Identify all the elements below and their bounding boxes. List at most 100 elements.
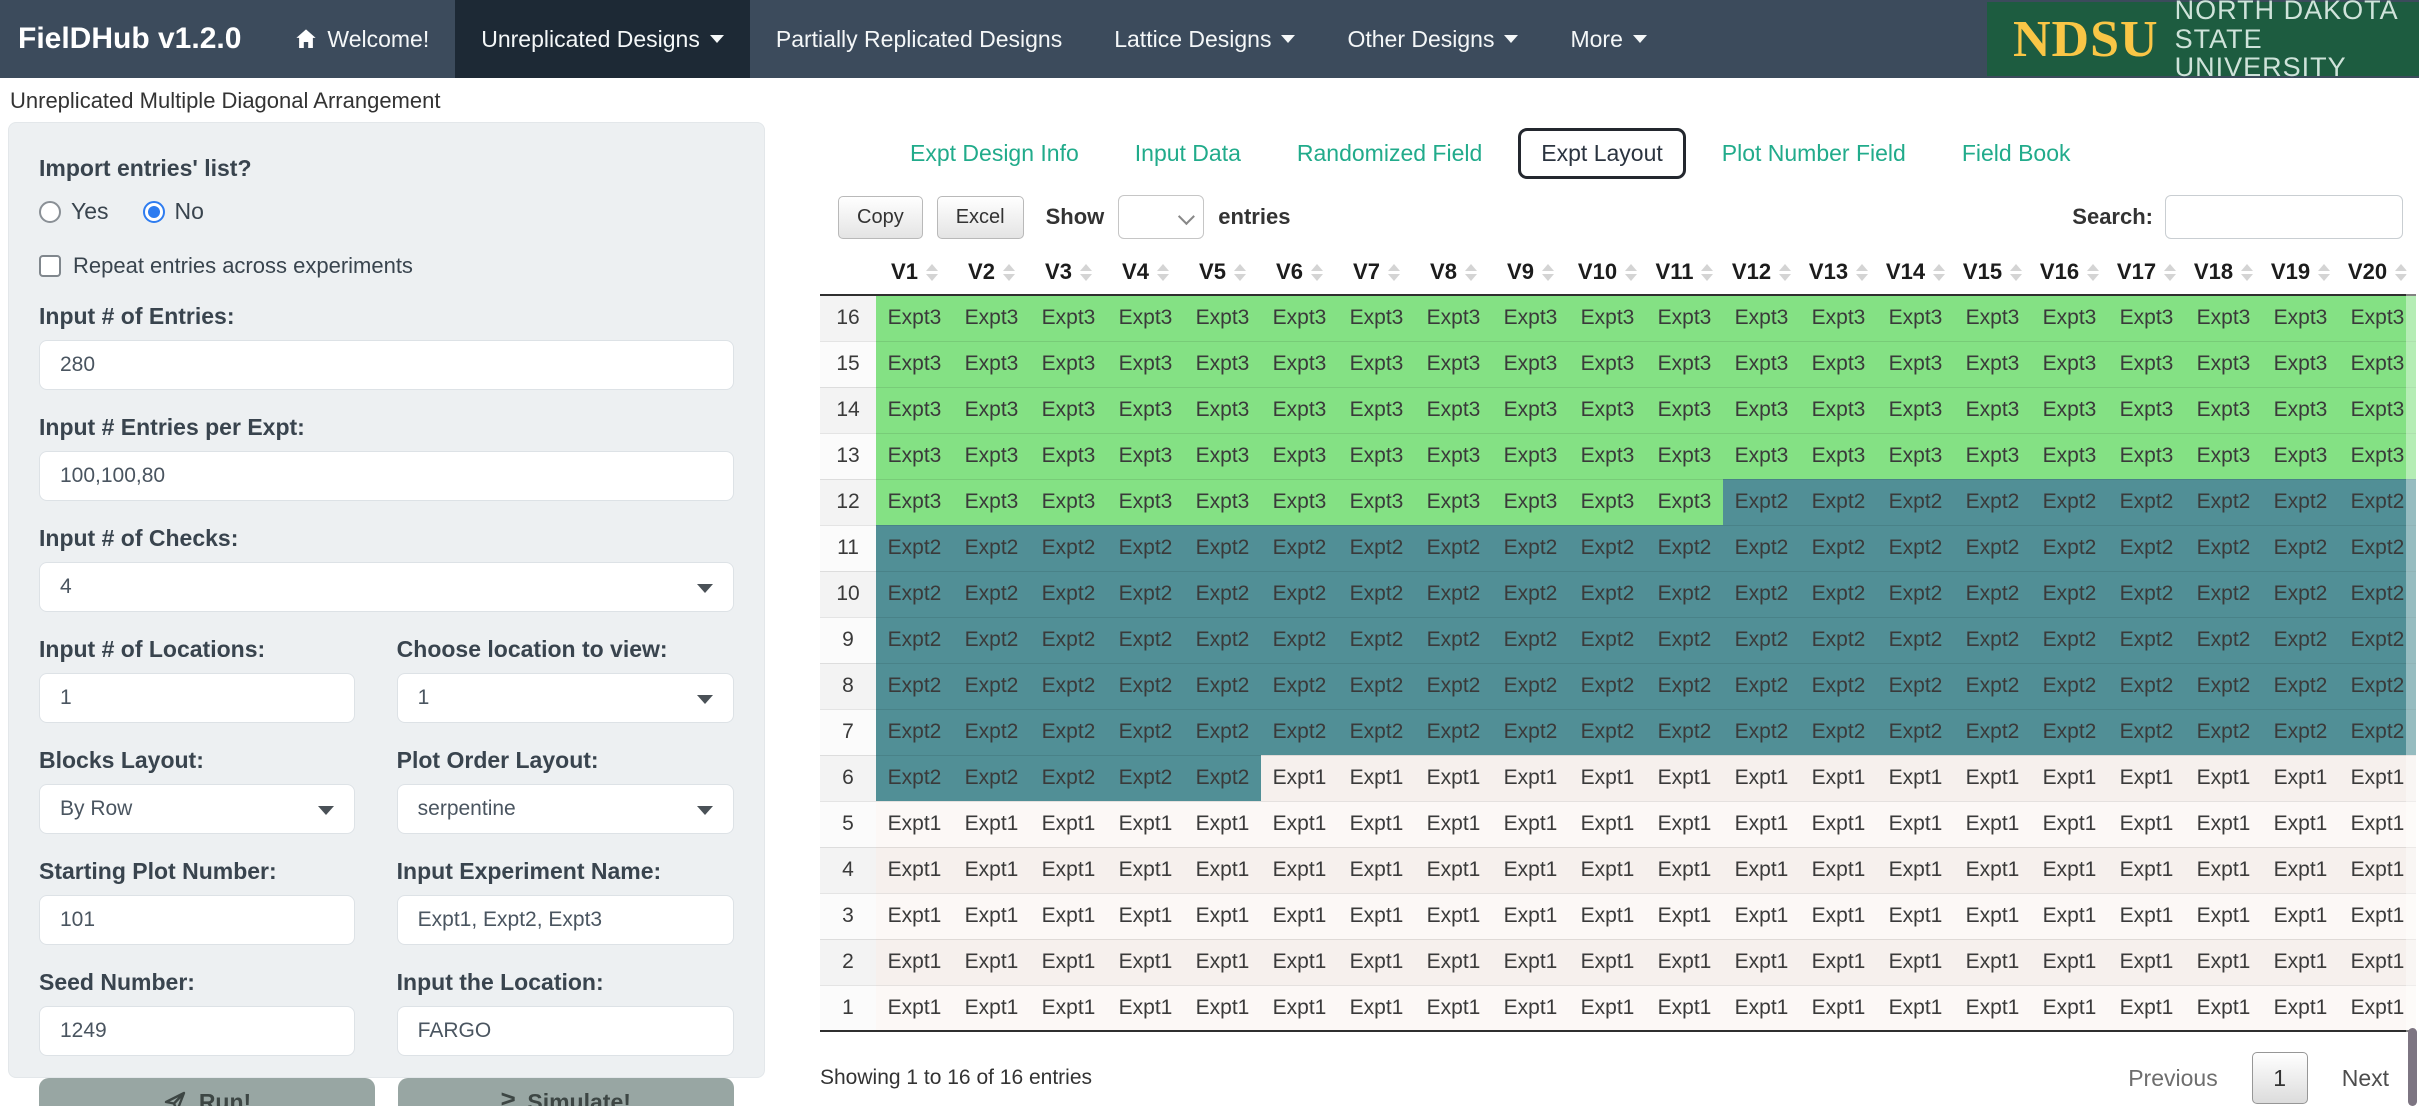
table-cell: Expt3 (1492, 433, 1569, 480)
table-cell: Expt1 (1492, 939, 1569, 986)
nav-item-label: Unreplicated Designs (481, 25, 700, 52)
table-cell: Expt1 (1492, 755, 1569, 802)
column-header[interactable]: V9 (1492, 249, 1569, 296)
table-cell: Expt2 (2108, 663, 2185, 710)
entries-per-expt-input[interactable]: 100,100,80 (39, 451, 734, 501)
column-header[interactable]: V8 (1415, 249, 1492, 296)
location-view-select[interactable]: 1 (396, 673, 734, 723)
experiment-name-input[interactable]: Expt1, Expt2, Expt3 (396, 895, 734, 945)
table-cell: Expt2 (1569, 709, 1646, 756)
table-cell: Expt1 (1646, 847, 1723, 894)
entries-input[interactable]: 280 (39, 340, 734, 390)
checks-select[interactable]: 4 (39, 562, 734, 612)
table-cell: Expt2 (953, 525, 1030, 572)
table-cell: Expt3 (2339, 295, 2416, 342)
table-cell: Expt3 (1338, 341, 1415, 388)
tab-field-book[interactable]: Field Book (1961, 140, 2071, 166)
page-1-button[interactable]: 1 (2251, 1052, 2308, 1104)
run-button[interactable]: Run! (39, 1078, 375, 1106)
column-header[interactable]: V1 (876, 249, 953, 296)
tab-bar: Expt Design Info Input Data Randomized F… (890, 128, 2419, 179)
table-cell: Expt1 (1877, 985, 1954, 1032)
nav-item-lattice-designs[interactable]: Lattice Designs (1088, 0, 1321, 78)
sort-icon (2087, 264, 2100, 282)
column-header[interactable]: V14 (1877, 249, 1954, 296)
greater-equal-icon: ≥ (501, 1087, 515, 1106)
location-input[interactable]: FARGO (396, 1006, 734, 1056)
plot-order-select[interactable]: serpentine (396, 784, 734, 834)
column-header[interactable]: V18 (2185, 249, 2262, 296)
tab-input-data[interactable]: Input Data (1134, 140, 1241, 166)
repeat-entries-checkbox[interactable] (39, 255, 61, 277)
copy-button[interactable]: Copy (838, 195, 923, 239)
main-content: Expt Design Info Input Data Randomized F… (820, 122, 2419, 1106)
column-header[interactable]: V13 (1800, 249, 1877, 296)
column-header[interactable]: V15 (1954, 249, 2031, 296)
tab-expt-layout[interactable]: Expt Layout (1518, 128, 1686, 179)
column-header[interactable]: V6 (1261, 249, 1338, 296)
row-label-cell: 15 (820, 341, 876, 388)
nav-item-more[interactable]: More (1544, 0, 1672, 78)
search-input[interactable] (2165, 195, 2403, 239)
column-header[interactable]: V16 (2031, 249, 2108, 296)
nav-item-unreplicated-designs[interactable]: Unreplicated Designs (455, 0, 750, 78)
table-cell: Expt1 (1107, 847, 1184, 894)
table-cell: Expt3 (1338, 433, 1415, 480)
table-cell: Expt3 (953, 387, 1030, 434)
nav-item-partially-replicated-designs[interactable]: Partially Replicated Designs (750, 0, 1088, 78)
import-entries-radio-group: Yes No (39, 198, 734, 225)
table-cell: Expt3 (2262, 433, 2339, 480)
tab-plot-number-field[interactable]: Plot Number Field (1721, 140, 1906, 166)
column-header[interactable]: V4 (1107, 249, 1184, 296)
radio-no[interactable] (142, 200, 165, 223)
nav-item-other-designs[interactable]: Other Designs (1321, 0, 1544, 78)
nav-item-welcome[interactable]: Welcome! (269, 0, 455, 78)
radio-no-label: No (174, 198, 204, 224)
seed-input[interactable]: 1249 (39, 1006, 355, 1056)
table-cell: Expt2 (1954, 525, 2031, 572)
table-cell: Expt2 (1492, 663, 1569, 710)
locations-input[interactable]: 1 (39, 673, 355, 723)
table-cell: Expt1 (876, 801, 953, 848)
excel-button[interactable]: Excel (936, 195, 1024, 239)
table-cell: Expt1 (1954, 939, 2031, 986)
table-cell: Expt3 (1800, 387, 1877, 434)
column-header[interactable]: V10 (1569, 249, 1646, 296)
tab-randomized-field[interactable]: Randomized Field (1296, 140, 1483, 166)
page-length-select[interactable] (1118, 195, 1205, 239)
starting-plot-input[interactable]: 101 (39, 895, 355, 945)
table-cell: Expt3 (2108, 341, 2185, 388)
simulate-button[interactable]: ≥ Simulate! (398, 1078, 734, 1106)
blocks-layout-select[interactable]: By Row (39, 784, 355, 834)
table-cell: Expt1 (1107, 893, 1184, 940)
caret-down-icon (1281, 35, 1296, 43)
table-cell: Expt2 (1954, 617, 2031, 664)
column-header[interactable]: V7 (1338, 249, 1415, 296)
column-header[interactable]: V19 (2262, 249, 2339, 296)
column-header[interactable]: V11 (1646, 249, 1723, 296)
radio-yes[interactable] (39, 200, 61, 223)
nav-item-label: Welcome! (327, 25, 430, 52)
column-header[interactable]: V12 (1723, 249, 1800, 296)
next-page-button[interactable]: Next (2341, 1064, 2389, 1091)
previous-page-button[interactable]: Previous (2128, 1064, 2218, 1091)
table-cell: Expt1 (1954, 801, 2031, 848)
table-cell: Expt3 (1492, 341, 1569, 388)
table-cell: Expt1 (2031, 755, 2108, 802)
table-cell: Expt3 (2031, 433, 2108, 480)
table-cell: Expt2 (1107, 663, 1184, 710)
column-header[interactable]: V3 (1030, 249, 1107, 296)
column-header[interactable]: V5 (1184, 249, 1261, 296)
scrollbar-thumb[interactable] (2408, 1028, 2417, 1106)
column-header[interactable]: V2 (953, 249, 1030, 296)
column-header[interactable]: V17 (2108, 249, 2185, 296)
table-cell: Expt1 (1646, 801, 1723, 848)
table-cell: Expt2 (1723, 663, 1800, 710)
column-header[interactable]: V20 (2339, 249, 2416, 296)
ndsu-abbr: NDSU (2013, 10, 2159, 68)
caret-down-icon (709, 35, 724, 43)
table-cell: Expt2 (2108, 571, 2185, 618)
table-cell: Expt1 (1492, 985, 1569, 1032)
tab-expt-design-info[interactable]: Expt Design Info (910, 140, 1079, 166)
table-cell: Expt3 (1569, 433, 1646, 480)
